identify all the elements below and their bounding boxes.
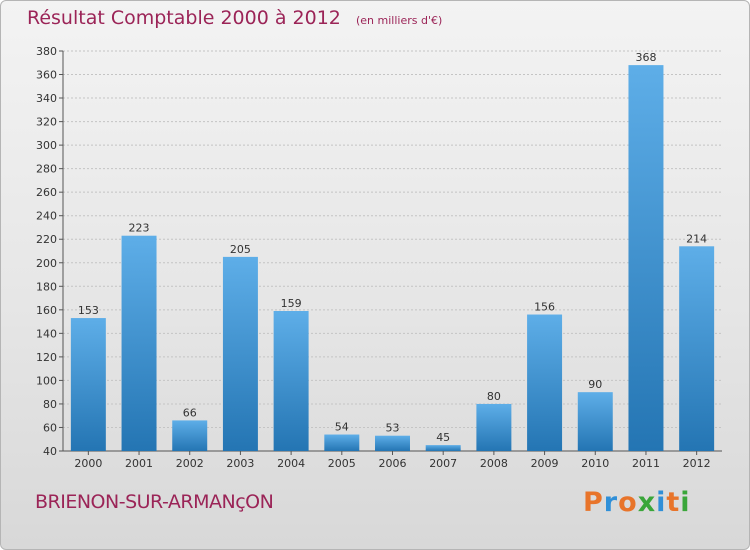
- x-tick-label: 2011: [632, 457, 660, 470]
- y-tick-label: 40: [43, 445, 57, 458]
- y-tick-label: 180: [36, 280, 57, 293]
- y-tick-label: 380: [36, 45, 57, 58]
- brand-letter: o: [618, 487, 638, 518]
- brand-letter: t: [666, 487, 681, 518]
- chart-subtitle: (en milliers d'€): [355, 14, 443, 27]
- brand-letter: r: [603, 487, 619, 518]
- data-label: 54: [335, 421, 349, 434]
- brand-letter: P: [583, 487, 604, 518]
- data-label: 66: [183, 406, 197, 419]
- y-tick-label: 260: [36, 186, 57, 199]
- x-tick-label: 2012: [683, 457, 711, 470]
- y-tick-label: 340: [36, 92, 57, 105]
- x-tick-label: 2005: [328, 457, 356, 470]
- data-label: 80: [487, 390, 501, 403]
- y-tick-label: 360: [36, 69, 57, 82]
- bar: [324, 434, 360, 451]
- y-tick-label: 200: [36, 257, 57, 270]
- data-label: 214: [686, 232, 707, 245]
- bar: [527, 314, 563, 451]
- y-tick-label: 220: [36, 233, 57, 246]
- y-tick-label: 140: [36, 327, 57, 340]
- y-tick-label: 280: [36, 163, 57, 176]
- axes: 40 60 80 100 120 140 160 180 200 220 240 260 280 300 3…: [36, 45, 722, 470]
- bar: [577, 392, 613, 451]
- y-tick-label: 320: [36, 116, 57, 129]
- proxiti-logo[interactable]: Proxiti: [583, 487, 691, 518]
- brand-letter: x: [637, 487, 657, 518]
- bar: [172, 420, 208, 451]
- bar: [273, 311, 309, 451]
- bar: [121, 235, 157, 451]
- data-label: 45: [436, 431, 450, 444]
- y-tick-label: 80: [43, 398, 57, 411]
- chart-title-block: Résultat Comptable 2000 à 2012 (en milli…: [27, 7, 442, 29]
- bar: [679, 246, 715, 451]
- y-tick-label: 300: [36, 139, 57, 152]
- x-tick-label: 2004: [277, 457, 305, 470]
- bar: [375, 435, 410, 451]
- x-tick-label: 2008: [480, 457, 508, 470]
- data-label: 205: [230, 243, 251, 256]
- y-tick-label: 60: [43, 421, 57, 434]
- data-label: 368: [635, 51, 656, 64]
- bar: [476, 403, 512, 451]
- data-label: 53: [386, 422, 400, 435]
- y-tick-label: 100: [36, 374, 57, 387]
- x-tick-label: 2000: [74, 457, 102, 470]
- x-tick-label: 2003: [226, 457, 254, 470]
- y-tick-label: 120: [36, 351, 57, 364]
- data-label: 156: [534, 301, 555, 314]
- brand-letter: i: [656, 487, 667, 518]
- chart-title: Résultat Comptable 2000 à 2012: [27, 7, 341, 29]
- data-label: 153: [78, 304, 99, 317]
- bar: [425, 445, 461, 451]
- data-labels: 153 223 66 205 159 54 53 45 80 156 90 368 214: [78, 51, 707, 444]
- x-tick-label: 2010: [581, 457, 609, 470]
- x-tick-label: 2002: [176, 457, 204, 470]
- grid-lines: [63, 50, 722, 452]
- data-label: 159: [281, 297, 302, 310]
- y-tick-label: 160: [36, 304, 57, 317]
- bar: [70, 318, 106, 451]
- bars: [70, 65, 715, 451]
- x-tick-label: 2009: [531, 457, 559, 470]
- bar: [222, 256, 258, 451]
- bar: [628, 65, 664, 451]
- y-tick-label: 240: [36, 210, 57, 223]
- data-label: 223: [129, 222, 150, 235]
- commune-name: BRIENON-SUR-ARMANçON: [35, 491, 274, 513]
- x-tick-label: 2007: [429, 457, 457, 470]
- x-tick-label: 2006: [379, 457, 407, 470]
- data-label: 90: [588, 378, 602, 391]
- brand-letter: i: [680, 487, 691, 518]
- x-tick-label: 2001: [125, 457, 153, 470]
